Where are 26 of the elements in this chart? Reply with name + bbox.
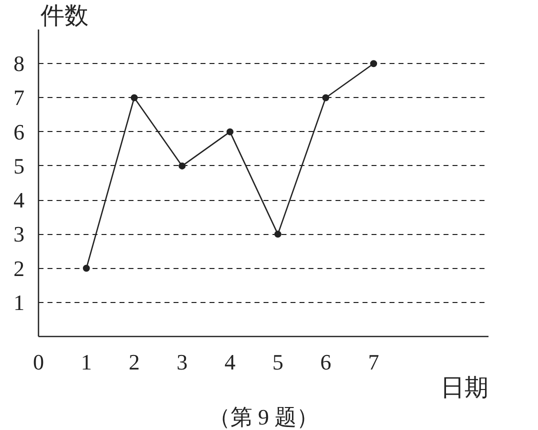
- x-tick-label: 6: [320, 350, 332, 374]
- x-tick-label: 3: [176, 350, 188, 374]
- point: [82, 264, 90, 272]
- y-tick-label: 3: [14, 222, 24, 247]
- x-tick-label: 5: [272, 350, 284, 374]
- y-tick-label: 1: [14, 290, 24, 315]
- y-tick-label: 8: [14, 51, 24, 76]
- y-tick-label: 7: [14, 85, 24, 110]
- y-tick-label: 5: [14, 153, 24, 178]
- x-tick-label: 7: [368, 350, 380, 374]
- point: [322, 94, 330, 102]
- point: [178, 162, 186, 170]
- y-tick-label: 6: [14, 119, 24, 144]
- point: [130, 94, 138, 102]
- x-axis-title: 日期: [440, 374, 488, 402]
- y-axis-title: 件数: [40, 2, 88, 30]
- y-tick-label: 2: [14, 256, 24, 281]
- y-tick-label: 4: [14, 188, 24, 213]
- point: [226, 128, 234, 136]
- point: [274, 230, 282, 238]
- x-tick-label: 4: [224, 350, 236, 374]
- x-tick-label: 1: [80, 350, 92, 374]
- text: （第 9 题）: [208, 404, 318, 430]
- point: [370, 60, 378, 68]
- x-tick-label: 2: [128, 350, 140, 374]
- x-tick-label: 0: [33, 350, 44, 374]
